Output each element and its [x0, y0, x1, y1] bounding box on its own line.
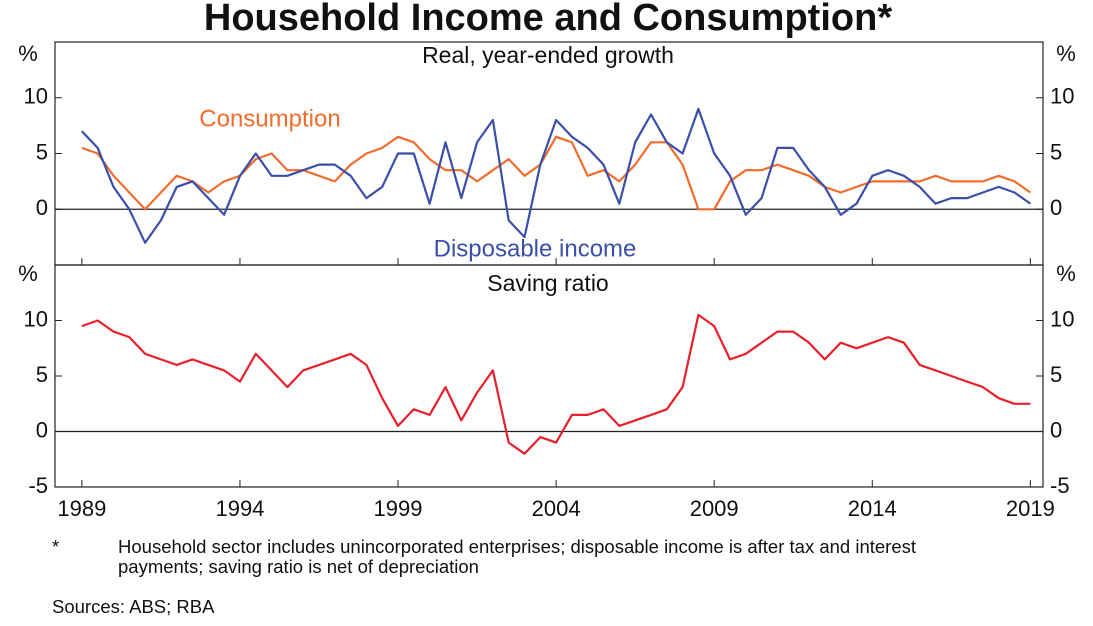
- footnote: Household sector includes unincorporated…: [118, 536, 917, 577]
- data-line: [81, 135, 1032, 211]
- y-tick-label: 10: [24, 306, 48, 331]
- plot-frame: [54, 41, 1044, 266]
- y-tick-label: 10: [24, 84, 48, 109]
- x-tick-label: 1989: [57, 496, 106, 521]
- y-tick-label: 5: [36, 139, 48, 164]
- y-tick-label: 0: [36, 195, 48, 220]
- panel-subtitle: Saving ratio: [487, 270, 608, 296]
- x-tick-label: 2014: [848, 496, 897, 521]
- data-line: [81, 107, 1032, 244]
- y-tick-label-right: 10: [1050, 306, 1074, 331]
- legend-label: Consumption: [199, 105, 340, 132]
- y-tick-label-right: -5: [1050, 473, 1070, 498]
- y-tick-label: 0: [36, 417, 48, 442]
- chart-title: Household Income and Consumption*: [204, 0, 892, 39]
- y-tick-label-right: 0: [1050, 417, 1062, 442]
- data-line: [81, 313, 1031, 455]
- y-unit-right: %: [1056, 261, 1076, 286]
- y-unit-left: %: [18, 41, 38, 66]
- y-tick-label: 5: [36, 362, 48, 387]
- y-tick-label: -5: [28, 473, 48, 498]
- legend-label: Disposable income: [434, 235, 637, 262]
- x-tick-label: 2019: [1006, 496, 1055, 521]
- x-tick-label: 1999: [374, 496, 423, 521]
- footnote-marker: *: [52, 536, 60, 557]
- y-tick-label-right: 5: [1050, 139, 1062, 164]
- x-tick-label: 2009: [690, 496, 739, 521]
- y-tick-label-right: 5: [1050, 362, 1062, 387]
- panel-subtitle: Real, year-ended growth: [422, 42, 674, 68]
- plot-frame: [54, 264, 1044, 488]
- y-tick-label-right: 0: [1050, 195, 1062, 220]
- sources: Sources: ABS; RBA: [52, 596, 215, 617]
- x-tick-label: 1994: [215, 496, 264, 521]
- y-tick-label-right: 10: [1050, 84, 1074, 109]
- x-tick-label: 2004: [532, 496, 581, 521]
- y-unit-right: %: [1056, 41, 1076, 66]
- y-unit-left: %: [18, 261, 38, 286]
